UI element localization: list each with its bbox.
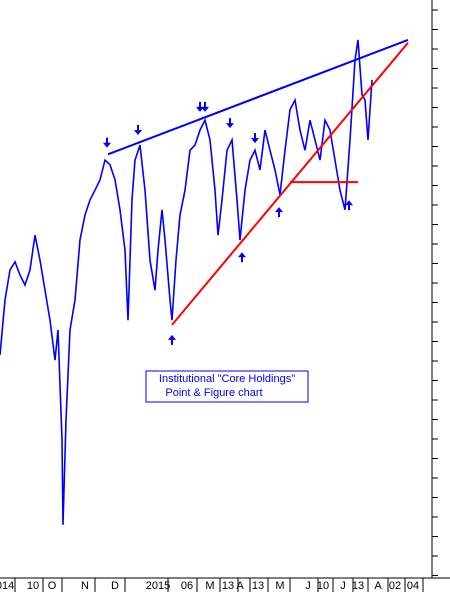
arrow-marker [238, 252, 246, 263]
x-tick-label: A [374, 580, 382, 592]
x-tick-label: 02 [389, 580, 401, 592]
annotation-text: Institutional "Core Holdings" [159, 373, 295, 385]
x-tick-label: 2015 [146, 580, 170, 592]
annotation-box [145, 370, 309, 403]
trend-line [171, 42, 409, 326]
x-tick-label: J [340, 580, 346, 592]
arrow-marker [251, 133, 259, 144]
x-tick-label: 13 [252, 580, 264, 592]
x-tick-label: O [48, 580, 57, 592]
arrow-marker [103, 137, 111, 148]
x-tick-label: N [81, 580, 89, 592]
annotation-text: Point & Figure chart [165, 387, 262, 399]
trend-line [107, 38, 409, 156]
price-line [0, 39, 373, 525]
x-tick-label: 04 [407, 580, 419, 592]
x-tick-label: D [111, 580, 119, 592]
x-tick-label: 014 [0, 580, 14, 592]
x-tick-label: M [205, 580, 214, 592]
x-tick-label: 10 [27, 580, 39, 592]
x-tick-label: 06 [181, 580, 193, 592]
x-tick-label: J [305, 580, 311, 592]
x-tick-label: 13 [222, 580, 234, 592]
arrow-marker [196, 101, 204, 112]
arrow-marker [134, 125, 142, 136]
x-tick-label: 10 [317, 580, 329, 592]
arrow-marker [201, 101, 209, 112]
x-tick-label: M [275, 580, 284, 592]
arrow-marker [226, 118, 234, 129]
x-tick-label: A [236, 580, 244, 592]
x-tick-label: 13 [352, 580, 364, 592]
arrow-marker [168, 334, 176, 345]
arrow-marker [275, 207, 283, 218]
arrow-marker [345, 200, 353, 211]
